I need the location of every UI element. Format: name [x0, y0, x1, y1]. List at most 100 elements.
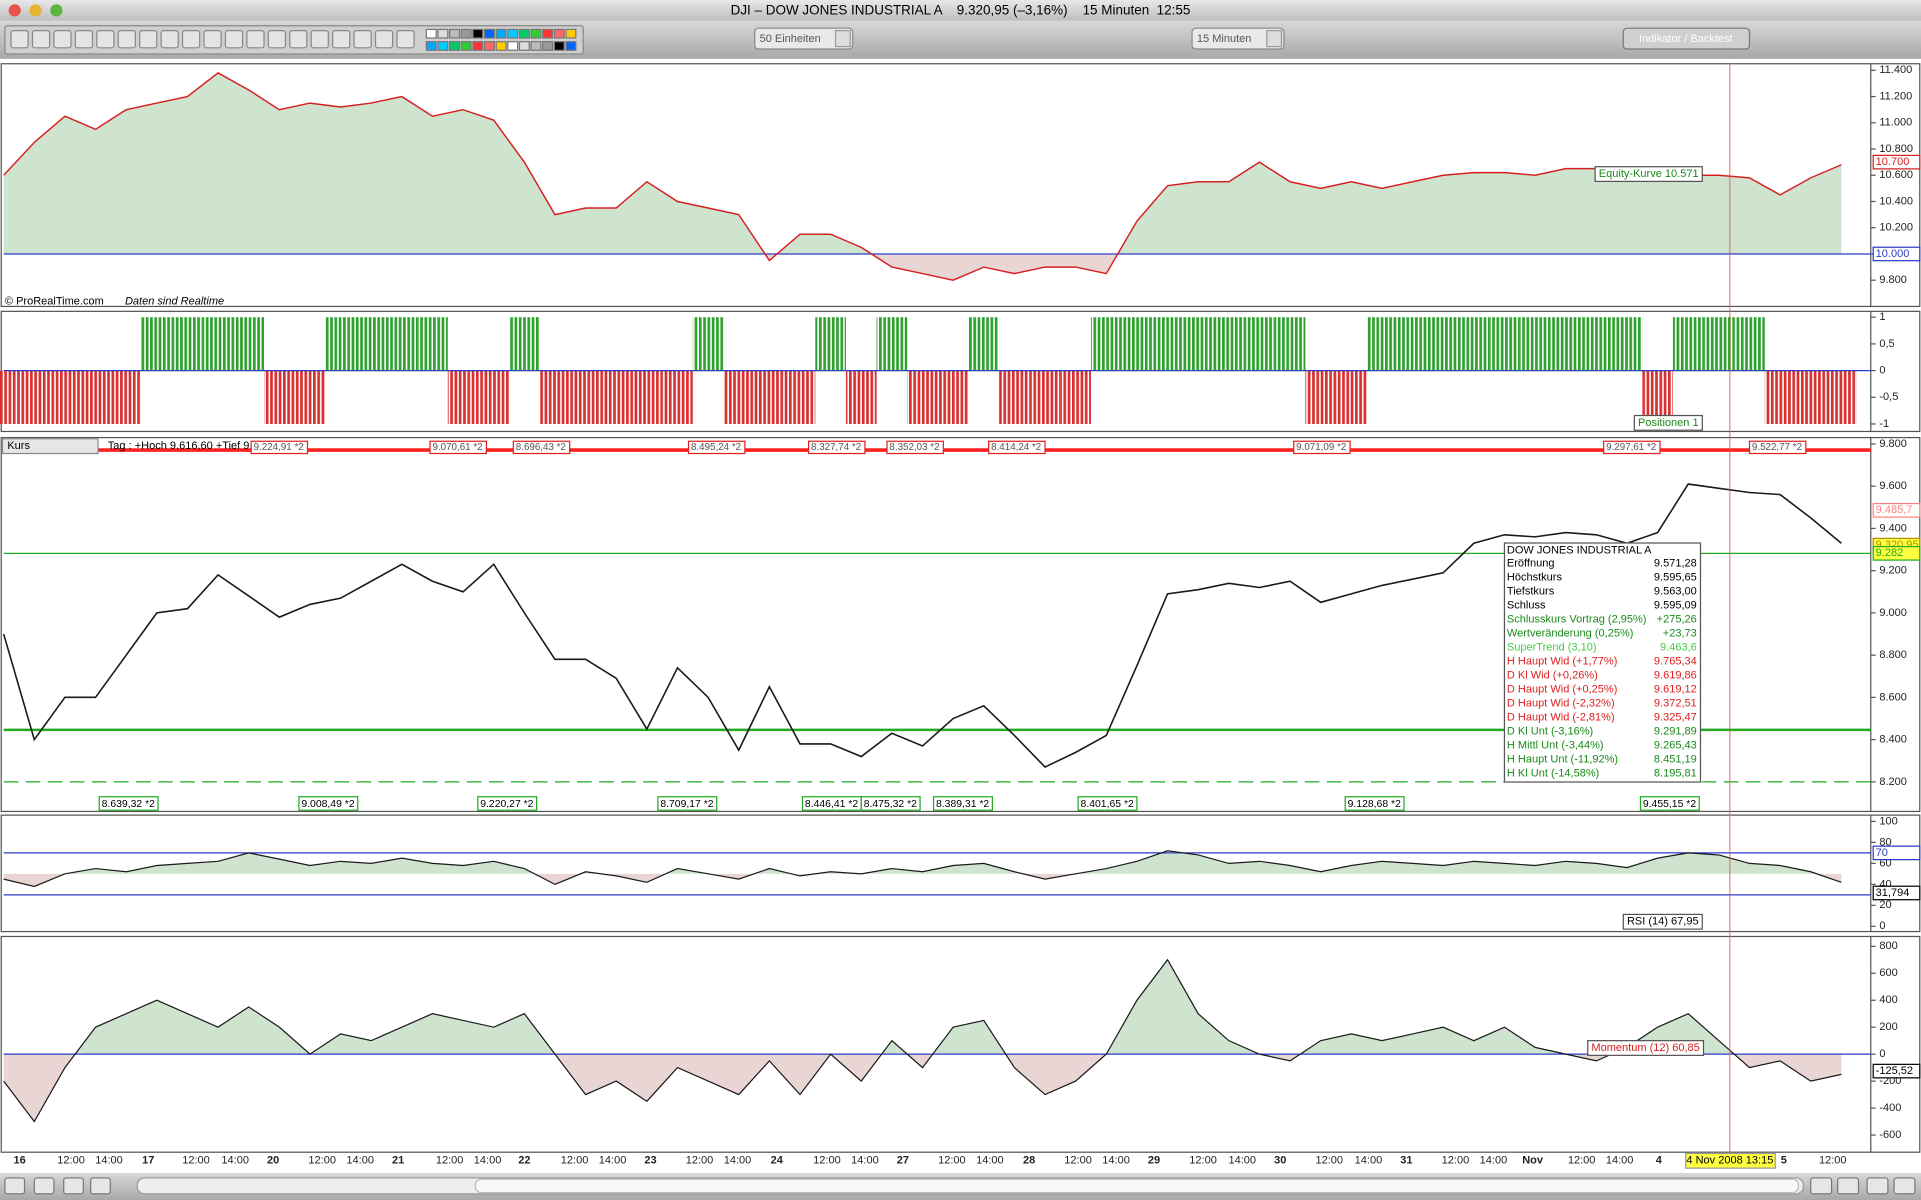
- y-tick-label: 8.600: [1879, 691, 1907, 703]
- low-label-box: [98, 796, 159, 811]
- position-bar: [1336, 370, 1367, 424]
- info-value: 8.451,19: [1654, 753, 1697, 765]
- position-bar: [233, 317, 265, 371]
- position-bar: [1550, 317, 1582, 371]
- color-swatch: [449, 28, 461, 39]
- x-tick-label: 12:00: [1442, 1155, 1470, 1167]
- info-label: Wertveränderung (0,25%): [1507, 628, 1634, 640]
- info-label: D Haupt Wid (-2,81%): [1507, 711, 1615, 723]
- realtime-note: Daten sind Realtime: [125, 295, 224, 307]
- value-flag: [1872, 246, 1921, 262]
- minimize-button[interactable]: [29, 4, 42, 17]
- position-bar: [141, 317, 173, 371]
- value-flag-label: -125,52: [1876, 1065, 1913, 1077]
- color-swatch: [507, 41, 519, 51]
- position-bar: [172, 317, 203, 371]
- area-fill-below: [765, 253, 1118, 281]
- tool-icon: [224, 30, 244, 49]
- y-tick-label: 1: [1879, 311, 1885, 323]
- chart-area: 9.800 10.000 10.200 10.400 10.600 10.800 11.00…: [0, 63, 1921, 1169]
- value-flag: [1872, 502, 1921, 518]
- low-label-box: [298, 796, 359, 811]
- tool-icon: [267, 30, 287, 49]
- tool-icon: [353, 30, 372, 49]
- info-label: Schlusskurs Vortrag (2,95%): [1507, 614, 1647, 626]
- x-tick-label: 12:00: [1064, 1155, 1092, 1167]
- legend-box: [1587, 1040, 1705, 1056]
- units-dropdown[interactable]: [754, 27, 854, 50]
- info-label: D Kl Wid (+0,26%): [1507, 670, 1598, 682]
- y-tick-label: 10.600: [1879, 169, 1913, 181]
- position-bar: [1795, 370, 1827, 424]
- position-bar: [264, 370, 295, 424]
- timeframe-dropdown[interactable]: [1191, 27, 1285, 50]
- indicator-button-label: Indikator / Backtest: [1639, 33, 1733, 45]
- color-swatch: [472, 41, 484, 51]
- tool-icon: [246, 30, 265, 49]
- info-label: H Mittl Unt (-3,44%): [1507, 739, 1604, 751]
- color-swatch: [553, 28, 565, 39]
- y-tick-label: 600: [1879, 967, 1897, 979]
- low-label: 9.128,68 *2: [1348, 799, 1401, 810]
- y-tick-label: 10.800: [1879, 143, 1913, 155]
- scroll-thumb[interactable]: [474, 1178, 1800, 1194]
- low-label-box: [860, 796, 921, 811]
- tool-icon: [31, 30, 51, 49]
- position-bar: [845, 370, 877, 424]
- close-button[interactable]: [8, 4, 21, 17]
- x-tick-label: 12:00: [561, 1155, 589, 1167]
- zoom-button[interactable]: [50, 4, 63, 17]
- position-bar: [1427, 317, 1459, 371]
- value-flag: [1872, 154, 1921, 170]
- info-value: 9.595,65: [1654, 572, 1697, 584]
- status-icon: [4, 1177, 26, 1195]
- high-label-box: [512, 440, 571, 455]
- timeframe-dropdown-label: 15 Minuten: [1197, 33, 1252, 45]
- color-swatch: [495, 28, 507, 39]
- color-swatch: [565, 28, 577, 39]
- info-label: H Haupt Wid (+1,77%): [1507, 656, 1617, 668]
- low-label-box: [932, 796, 993, 811]
- value-flag: [1872, 885, 1921, 901]
- y-tick-label: 80: [1879, 836, 1891, 848]
- position-bar: [631, 370, 663, 424]
- high-label-box: [1293, 440, 1351, 455]
- info-value: 9.291,89: [1654, 725, 1697, 737]
- x-tick-label: 29: [1148, 1155, 1160, 1167]
- position-bar: [18, 370, 50, 424]
- color-swatch: [425, 41, 437, 51]
- color-swatch: [437, 41, 449, 51]
- x-tick-label: 14:00: [1228, 1155, 1256, 1167]
- position-bar: [1703, 317, 1735, 371]
- position-bar: [692, 317, 724, 371]
- position-bar: [1581, 317, 1612, 371]
- position-bar: [1244, 317, 1275, 371]
- x-tick-label: 14:00: [95, 1155, 123, 1167]
- zoom-icon: [1866, 1177, 1889, 1195]
- y-tick-label: 100: [1879, 815, 1897, 827]
- color-swatch: [460, 41, 472, 51]
- low-label: 8.709,17 *2: [660, 799, 713, 810]
- position-bar: [202, 317, 234, 371]
- low-label: 8.639,32 *2: [102, 799, 155, 810]
- x-tick-label: 12:00: [182, 1155, 210, 1167]
- x-tick-label: 28: [1023, 1155, 1035, 1167]
- x-tick-label: 14:00: [851, 1155, 879, 1167]
- x-tick-label: 14:00: [1102, 1155, 1130, 1167]
- legend: Momentum (12) 60,85: [1591, 1042, 1699, 1054]
- y-tick-label: 0: [1879, 1048, 1885, 1060]
- info-label: Eröffnung: [1507, 558, 1555, 570]
- tool-icon: [10, 30, 29, 49]
- y-tick-label: 11.400: [1879, 64, 1912, 76]
- tool-icons: [10, 28, 577, 51]
- low-label: 9.220,27 *2: [480, 799, 533, 810]
- indicator-button[interactable]: [1622, 27, 1751, 50]
- info-label: Höchstkurs: [1507, 572, 1563, 584]
- value-flag-label: 9.282: [1876, 547, 1904, 559]
- position-bar: [784, 370, 816, 424]
- position-bar: [325, 317, 356, 371]
- y-tick-label: 400: [1879, 994, 1897, 1006]
- x-tick-label: 12:00: [938, 1155, 966, 1167]
- x-tick-label: 16: [13, 1155, 25, 1167]
- area-fill-above: [75, 959, 1735, 1055]
